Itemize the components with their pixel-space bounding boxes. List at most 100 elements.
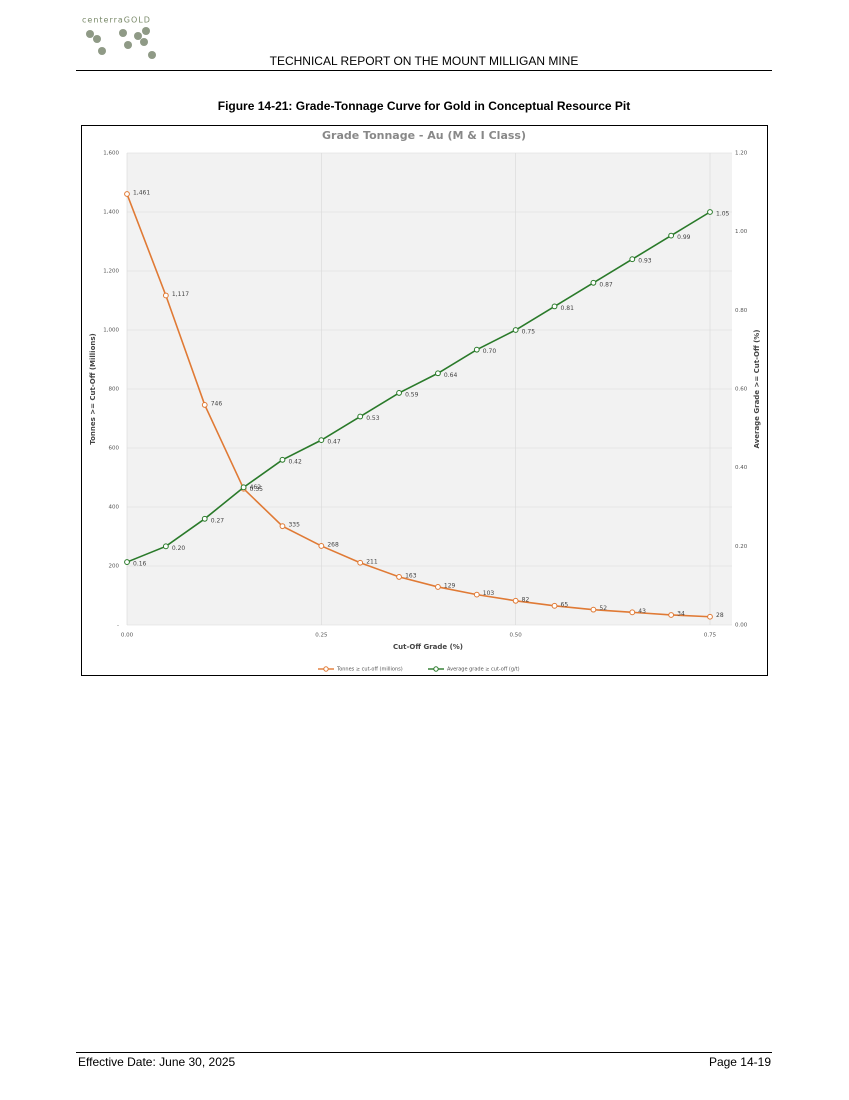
y2-tick-label: 1.00 [735,229,748,235]
chart: Grade Tonnage - Au (M & I Class) Cut-Off… [81,125,768,676]
logo-dots [86,27,156,59]
x-tick-label: 0.75 [704,633,717,639]
data-point [512,597,519,604]
running-title: TECHNICAL REPORT ON THE MOUNT MILLIGAN M… [269,54,579,68]
y2-tick-label: 0.20 [735,544,748,550]
x-tick-label: 0.50 [510,633,523,639]
data-label: 746 [211,400,223,407]
y2-tick-label: 1.20 [735,151,748,157]
y2-tick-label: 0.40 [735,465,748,471]
x-tick-label: 0.25 [315,633,328,639]
data-point [590,606,597,613]
y-axis-label: Tonnes >= Cut-Off (Millions) [89,333,97,445]
data-point [357,559,364,566]
data-label: 52 [599,605,607,612]
data-point [318,543,325,549]
y2-axis-label: Average Grade >= Cut-Off (%) [753,330,761,449]
data-point [435,370,441,377]
legend-marker [433,666,439,672]
series-line [126,211,711,563]
data-label: 211 [366,558,378,565]
x-axis-label: Cut-Off Grade (%) [393,643,463,651]
data-point [279,456,286,463]
figure-caption: Figure 14-21: Grade-Tonnage Curve for Go… [217,99,631,113]
data-label: 82 [522,596,530,603]
data-point [707,613,713,620]
data-point [590,279,597,286]
legend-label: Tonnes ≥ cut-off (millions) [336,667,403,673]
data-label: 0.99 [677,234,691,241]
data-point [201,402,208,408]
y2-tick-label: 0.60 [735,387,748,393]
y-tick-label: 800 [109,387,120,393]
data-point [318,437,325,444]
y-tick-label: 600 [109,446,120,452]
data-label: 163 [405,572,417,579]
data-point [279,523,286,530]
data-label: 0.47 [327,439,341,446]
data-label: 0.75 [522,329,536,336]
data-label: 103 [483,590,495,597]
y-tick-label: - [117,623,119,629]
y2-tick-label: 0.80 [735,308,748,314]
y-tick-label: 400 [109,505,120,511]
data-label: 1,461 [133,190,150,197]
data-point [396,574,402,580]
data-point [357,413,364,420]
x-tick-label: 0.00 [121,633,134,639]
footer-rule [76,1052,772,1053]
data-label: 0.59 [405,391,419,398]
series-line [126,193,711,618]
data-label: 129 [444,582,456,589]
data-label: 0.35 [250,486,264,493]
data-label: 268 [327,541,339,548]
data-point [124,191,130,197]
data-point [707,209,713,215]
data-point [396,390,402,396]
logo-text: centerraGOLD [82,16,151,25]
footer-date: Effective Date: June 30, 2025 [78,1055,236,1069]
data-label: 0.20 [172,545,186,552]
data-label: 0.16 [133,561,147,568]
data-label: 0.42 [288,458,302,465]
data-point [629,256,636,263]
legend-marker [323,666,329,672]
data-label: 335 [288,522,300,529]
data-label: 0.64 [444,372,458,379]
data-point [473,346,480,353]
data-point [124,559,130,565]
y-tick-label: 1,200 [103,269,119,275]
data-label: 34 [677,610,685,617]
data-point [668,612,675,618]
data-point [629,609,636,616]
data-label: 43 [638,608,646,615]
y-tick-label: 200 [109,564,120,570]
data-label: 0.27 [211,517,225,524]
data-point [201,515,208,522]
data-label: 462 [250,484,262,491]
y2-tick-label: 0.00 [735,623,748,629]
data-point [512,327,519,333]
legend-label: Average grade ≥ cut-off (g/t) [447,667,520,673]
data-label: 28 [716,612,724,619]
logo: centerraGOLD [82,16,156,59]
data-point [240,484,247,491]
data-label: 0.93 [638,258,652,265]
data-label: 0.87 [599,281,613,288]
data-label: 0.70 [483,348,497,355]
data-label: 1,117 [172,291,189,298]
header-rule [76,70,772,71]
data-label: 0.53 [366,415,380,422]
data-point [668,232,675,239]
data-label: 1.05 [716,211,730,218]
data-point [551,303,558,310]
data-point [162,543,169,550]
y-tick-label: 1,400 [103,210,119,216]
data-label: 0.81 [561,305,575,312]
data-point [162,292,169,299]
y-tick-label: 1,000 [103,328,119,334]
chart-title: Grade Tonnage - Au (M & I Class) [322,129,526,142]
footer-page: Page 14-19 [708,1055,771,1069]
y-tick-label: 1,600 [103,151,119,157]
